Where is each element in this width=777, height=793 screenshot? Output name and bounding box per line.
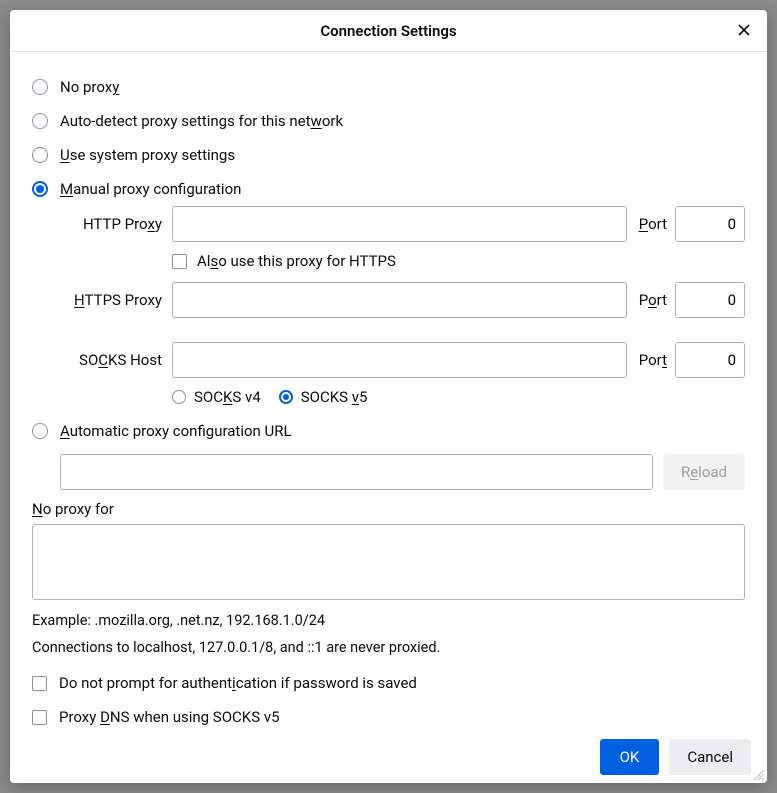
- checkbox-label: Also use this proxy for HTTPS: [197, 252, 396, 270]
- dialog-body[interactable]: No proxy Auto-detect proxy settings for …: [10, 52, 767, 731]
- socks-v4-option[interactable]: SOCKS v4: [172, 388, 261, 406]
- http-proxy-label: HTTP Proxy: [60, 215, 166, 233]
- no-proxy-label: No proxy for: [32, 500, 745, 518]
- socks-port-input[interactable]: [675, 342, 745, 378]
- dns-checkbox-row[interactable]: Proxy DNS when using SOCKS v5: [32, 700, 745, 731]
- proxy-mode-system[interactable]: Use system proxy settings: [32, 138, 745, 172]
- checkbox-icon: [172, 254, 187, 269]
- resize-grip-icon[interactable]: [751, 767, 765, 781]
- no-proxy-textarea[interactable]: [32, 524, 745, 600]
- radio-icon: [279, 390, 293, 404]
- socks-host-label: SOCKS Host: [60, 351, 166, 369]
- proxy-mode-auto-detect[interactable]: Auto-detect proxy settings for this netw…: [32, 104, 745, 138]
- socks-host-input[interactable]: [172, 342, 627, 378]
- proxy-mode-manual[interactable]: Manual proxy configuration: [32, 172, 745, 206]
- cancel-button[interactable]: Cancel: [669, 739, 751, 775]
- checkbox-icon: [32, 710, 47, 725]
- reload-button[interactable]: Reload: [663, 454, 745, 490]
- connection-settings-dialog: Connection Settings No proxy Auto-detect…: [10, 10, 767, 783]
- https-proxy-host-input[interactable]: [172, 282, 627, 318]
- radio-icon: [32, 147, 48, 163]
- checkbox-label: Do not prompt for authentication if pass…: [59, 674, 417, 692]
- radio-label: Automatic proxy configuration URL: [60, 422, 292, 440]
- checkbox-icon: [32, 676, 47, 691]
- https-proxy-port-input[interactable]: [675, 282, 745, 318]
- no-proxy-example: Example: .mozilla.org, .net.nz, 192.168.…: [32, 612, 745, 629]
- http-proxy-row: HTTP Proxy Port: [60, 206, 745, 242]
- radio-label: SOCKS v5: [301, 388, 368, 406]
- socks-port-label: Port: [633, 351, 669, 369]
- dialog-footer: OK Cancel: [10, 731, 767, 783]
- radio-icon: [32, 79, 48, 95]
- socks-v5-option[interactable]: SOCKS v5: [279, 388, 368, 406]
- http-proxy-port-label: Port: [633, 215, 669, 233]
- dialog-title: Connection Settings: [320, 22, 456, 40]
- http-proxy-port-input[interactable]: [675, 206, 745, 242]
- also-https-row[interactable]: Also use this proxy for HTTPS: [60, 252, 745, 270]
- https-proxy-row: HTTPS Proxy Port: [60, 282, 745, 318]
- close-icon: [737, 23, 751, 40]
- proxy-mode-autoconf[interactable]: Automatic proxy configuration URL: [32, 414, 745, 448]
- radio-icon: [32, 423, 48, 439]
- radio-icon: [32, 181, 48, 197]
- https-proxy-label: HTTPS Proxy: [60, 291, 166, 309]
- radio-label: SOCKS v4: [194, 388, 261, 406]
- radio-label: Auto-detect proxy settings for this netw…: [60, 112, 343, 130]
- checkbox-label: Proxy DNS when using SOCKS v5: [59, 708, 280, 726]
- https-proxy-port-label: Port: [633, 291, 669, 309]
- dialog-header: Connection Settings: [10, 10, 767, 52]
- radio-label: No proxy: [60, 78, 119, 96]
- radio-icon: [172, 390, 186, 404]
- radio-label: Manual proxy configuration: [60, 180, 241, 198]
- radio-label: Use system proxy settings: [60, 146, 235, 164]
- http-proxy-host-input[interactable]: [172, 206, 627, 242]
- close-button[interactable]: [731, 18, 757, 44]
- radio-icon: [32, 113, 48, 129]
- localhost-note: Connections to localhost, 127.0.0.1/8, a…: [32, 639, 745, 656]
- socks-host-row: SOCKS Host Port: [60, 342, 745, 378]
- socks-version-row: SOCKS v4 SOCKS v5: [60, 388, 745, 406]
- ok-button[interactable]: OK: [600, 739, 660, 775]
- autoconf-url-input[interactable]: [60, 454, 653, 490]
- auth-checkbox-row[interactable]: Do not prompt for authentication if pass…: [32, 666, 745, 700]
- autoconf-panel: Reload: [32, 454, 745, 490]
- proxy-mode-none[interactable]: No proxy: [32, 70, 745, 104]
- manual-proxy-panel: HTTP Proxy Port Also use this proxy for …: [32, 206, 745, 406]
